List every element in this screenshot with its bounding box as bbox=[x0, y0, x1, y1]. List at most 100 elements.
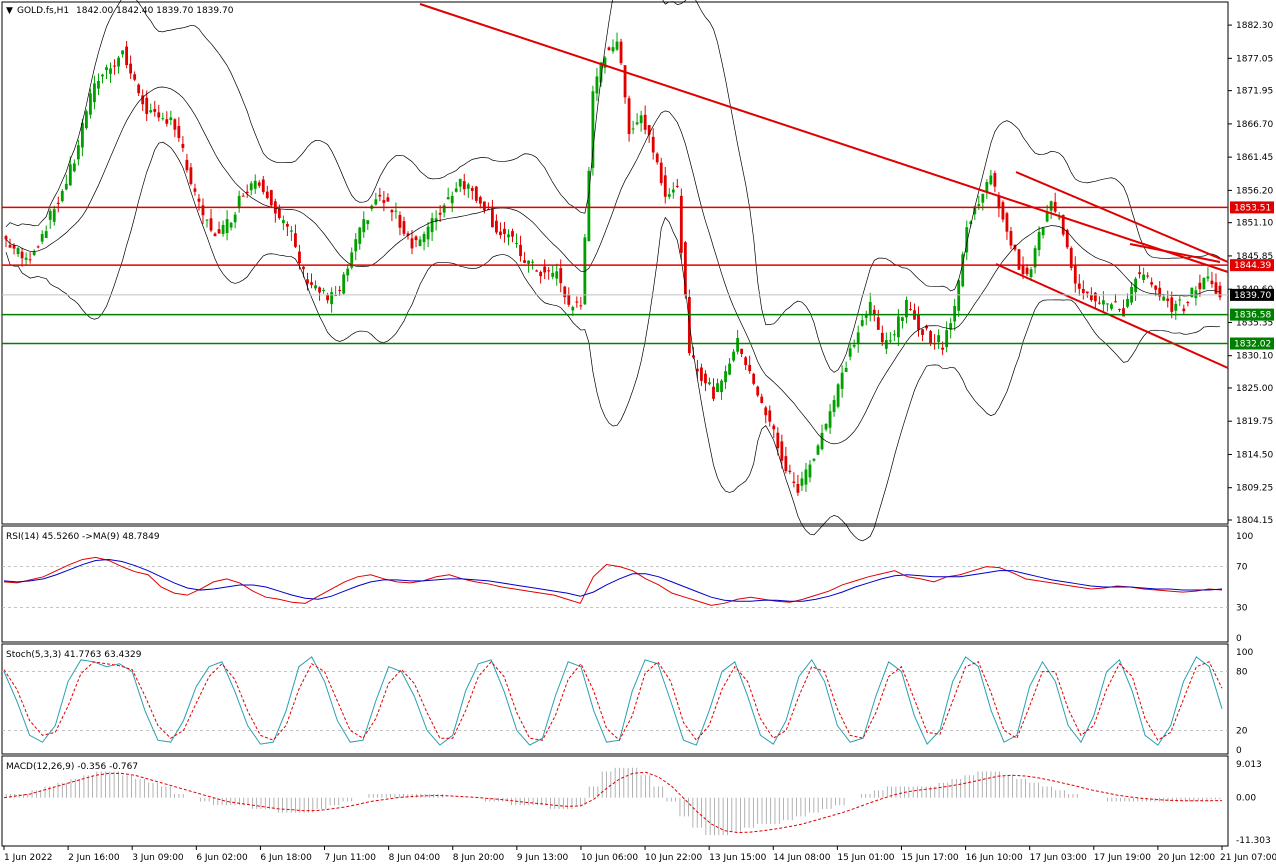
candle-body bbox=[732, 351, 736, 361]
x-tick-label: 1 Jun 2022 bbox=[4, 853, 52, 863]
candle-body bbox=[812, 458, 816, 461]
candle-body bbox=[1142, 274, 1146, 280]
header-arrow-icon[interactable]: ▼ bbox=[6, 6, 13, 16]
candle-body bbox=[925, 325, 928, 329]
stoch-pane-frame bbox=[1, 643, 1229, 755]
candle-body bbox=[1093, 292, 1097, 302]
candle-body bbox=[8, 245, 12, 248]
candle-body bbox=[24, 257, 28, 260]
price-tick-label: 1835.35 bbox=[1236, 318, 1273, 328]
candle-body bbox=[499, 231, 502, 236]
candle-body bbox=[852, 344, 856, 347]
candle-body bbox=[354, 239, 358, 252]
candle-body bbox=[961, 254, 965, 287]
candle-body bbox=[595, 76, 599, 94]
x-tick-label: 15 Jun 17:00 bbox=[901, 853, 958, 863]
candle-body bbox=[330, 292, 334, 305]
candle-body bbox=[1154, 285, 1158, 290]
x-tick-label: 2 Jun 16:00 bbox=[68, 853, 120, 863]
candle-body bbox=[314, 285, 317, 289]
price-layer: 1882.30 1877.05 1871.95 1866.70 1861.45 1856.… bbox=[2, 0, 1274, 542]
candle-body bbox=[937, 335, 941, 343]
candle-body bbox=[836, 384, 840, 407]
candle-body bbox=[478, 197, 482, 204]
candle-body bbox=[269, 190, 273, 206]
candle-body bbox=[44, 231, 48, 238]
candle-body bbox=[780, 441, 784, 461]
candle-body bbox=[856, 332, 860, 345]
candle-body bbox=[921, 329, 924, 336]
trendline-major bbox=[419, 3, 1229, 273]
candle-body bbox=[193, 188, 197, 192]
symbol-label: GOLD.fs,H1 bbox=[17, 6, 69, 16]
rsi-title: RSI(14) 45.5260 ->MA(9) 48.7849 bbox=[6, 532, 160, 542]
candle-body bbox=[792, 481, 796, 483]
price-tick-label: 1882.30 bbox=[1236, 21, 1273, 31]
x-tick-label: 10 Jun 22:00 bbox=[645, 853, 702, 863]
candle-body bbox=[1021, 265, 1025, 275]
level-tag bbox=[1230, 308, 1274, 321]
candle-body bbox=[1158, 287, 1162, 297]
candle-body bbox=[872, 309, 876, 315]
candle-body bbox=[257, 182, 261, 186]
level-tag bbox=[1230, 201, 1274, 214]
candle-body bbox=[97, 81, 100, 89]
candle-body bbox=[105, 67, 108, 71]
candle-body bbox=[358, 227, 362, 244]
price-tick-label: 1861.45 bbox=[1236, 153, 1273, 163]
candle-body bbox=[800, 478, 804, 486]
candle-body bbox=[583, 237, 587, 305]
rsi-layer: 100 70 30 0 bbox=[2, 532, 1253, 644]
candle-body bbox=[679, 195, 683, 253]
stoch-layer: 100 80 20 0 bbox=[2, 648, 1253, 756]
candle-body bbox=[72, 163, 76, 172]
candle-body bbox=[153, 109, 157, 112]
macd-title: MACD(12,26,9) -0.356 -0.767 bbox=[6, 762, 138, 772]
candle-body bbox=[458, 178, 462, 187]
macd-tick-label: 9.013 bbox=[1236, 760, 1262, 770]
last-price-tag bbox=[1230, 288, 1274, 301]
candle-body bbox=[1049, 201, 1053, 211]
macd-layer: 9.013 0.00 -11.303 bbox=[3, 760, 1271, 846]
candle-body bbox=[52, 209, 56, 222]
candle-body bbox=[406, 233, 410, 236]
candle-body bbox=[744, 357, 748, 366]
candle-body bbox=[675, 185, 679, 187]
candle-body bbox=[957, 280, 961, 311]
candle-body bbox=[306, 279, 309, 284]
candle-body bbox=[165, 119, 169, 124]
candle-body bbox=[515, 242, 518, 244]
candle-body bbox=[1214, 282, 1218, 294]
candle-body bbox=[1182, 308, 1186, 312]
candle-body bbox=[40, 234, 44, 242]
candle-body bbox=[60, 191, 64, 202]
candle-body bbox=[1218, 285, 1222, 298]
candle-body bbox=[631, 128, 635, 130]
candle-body bbox=[265, 191, 269, 198]
candle-body bbox=[121, 50, 124, 55]
candle-body bbox=[635, 122, 639, 125]
candle-body bbox=[708, 382, 711, 385]
candle-body bbox=[784, 456, 788, 472]
candle-body bbox=[1210, 280, 1214, 285]
price-tick-label: 1804.15 bbox=[1236, 516, 1273, 526]
candle-body bbox=[716, 383, 719, 392]
candle-body bbox=[1017, 249, 1021, 270]
candle-body bbox=[1077, 283, 1081, 289]
candle-body bbox=[237, 195, 241, 209]
candle-body bbox=[993, 173, 997, 187]
candle-body bbox=[655, 153, 659, 163]
x-tick-label: 6 Jun 18:00 bbox=[260, 853, 312, 863]
price-pane-frame bbox=[1, 1, 1229, 525]
candle-body bbox=[93, 83, 96, 103]
candle-body bbox=[346, 268, 350, 276]
candle-body bbox=[905, 299, 908, 318]
candle-body bbox=[1097, 302, 1101, 304]
candle-body bbox=[68, 164, 72, 186]
candle-body bbox=[141, 95, 145, 105]
candle-body bbox=[109, 68, 112, 74]
candle-body bbox=[1190, 287, 1194, 298]
candle-body bbox=[591, 91, 595, 168]
candle-body bbox=[12, 245, 16, 249]
